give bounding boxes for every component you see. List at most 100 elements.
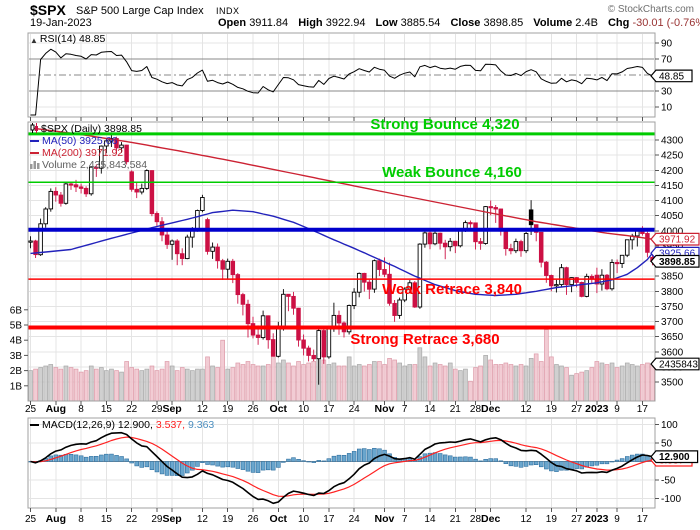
- candlestick-icon: [30, 123, 39, 136]
- axis-label: 3500: [661, 378, 684, 389]
- ma200-legend: MA(200) 3971.92: [30, 148, 123, 159]
- axis-label: Sep: [162, 513, 181, 525]
- axis-label: 17: [637, 404, 649, 415]
- axis-label: 19: [222, 404, 234, 415]
- axis-label: 17: [323, 514, 335, 525]
- value-tag: 2435843: [650, 357, 700, 370]
- volume-bars: [28, 329, 655, 402]
- axis-label: 70: [661, 55, 673, 66]
- axis-label: 22: [126, 404, 138, 415]
- high-label: High: [298, 17, 323, 29]
- axis-label: 29: [151, 404, 163, 415]
- ma200-legend-text: MA(200) 3971.92: [42, 147, 124, 159]
- axis-label: 8: [78, 404, 84, 415]
- open-label: Open: [218, 17, 247, 29]
- ma50-line-marker: [30, 140, 39, 142]
- value-tag: 3898.85: [650, 254, 700, 268]
- axis-label: Oct: [270, 403, 288, 415]
- axis-label: 3750: [661, 302, 684, 313]
- bar-chart-icon: [30, 160, 40, 172]
- chg-label: Chg: [607, 17, 630, 29]
- rsi-reference-lines: [29, 58, 654, 92]
- axis-label: Oct: [270, 513, 288, 525]
- axis-label: Dec: [481, 513, 500, 525]
- axis-label: 48.85: [659, 71, 684, 82]
- high-value: 3922.94: [325, 17, 366, 29]
- axis-label: 90: [661, 39, 673, 50]
- axis-label: 25: [25, 514, 37, 525]
- axis-label: 4100: [661, 196, 684, 207]
- symbol: $SPX: [30, 2, 66, 18]
- axis-label: 15: [101, 404, 113, 415]
- axis-label: 19: [546, 514, 558, 525]
- axis-label: 27: [571, 514, 583, 525]
- ma50-legend-text: MA(50) 3925.66: [42, 135, 118, 147]
- rsi-legend-text: RSI(14) 48.85: [39, 33, 106, 45]
- macd-value: 12.900,: [117, 419, 153, 431]
- axis-label: 1B: [10, 381, 23, 392]
- axis-label: 3B: [10, 351, 23, 362]
- axis-label: Aug: [46, 513, 66, 525]
- axis-label: 3925.66: [659, 249, 696, 260]
- axis-label: 21: [450, 404, 462, 415]
- annotation-strong-retrace: Strong Retrace 3,680: [350, 331, 500, 348]
- annotation-strong-bounce: Strong Bounce 4,320: [370, 116, 520, 133]
- axis-label: 12.900: [659, 452, 690, 463]
- volume-legend: Volume 2,435,843,584: [30, 160, 147, 172]
- axis-label: 9: [614, 514, 620, 525]
- annotation-weak-bounce: Weak Bounce 4,160: [382, 164, 522, 181]
- axis-label: 7: [402, 404, 408, 415]
- ma50-line: [30, 209, 654, 297]
- stockcharts-credit: © StockCharts.com: [607, 4, 694, 15]
- axis-label: 5B: [10, 321, 23, 332]
- axis-label: 3800: [661, 287, 684, 298]
- axis-label: -100: [661, 494, 681, 505]
- axis-label: 24: [349, 514, 361, 525]
- axis-label: 3700: [661, 317, 684, 328]
- axis-label: 26: [247, 404, 259, 415]
- axis-label: 12: [197, 404, 209, 415]
- main-legend-symbol-text: $SPX (Daily) 3898.85: [41, 123, 142, 135]
- value-tag: 3971.92: [650, 232, 700, 246]
- axis-label: Nov: [375, 513, 395, 525]
- axis-label: 19: [546, 404, 558, 415]
- annotation-weak-retrace: Weak Retrace 3,840: [382, 281, 522, 298]
- axis-label: 4200: [661, 166, 684, 177]
- ma200-line: [30, 127, 653, 240]
- axis-label: 4300: [661, 136, 684, 147]
- axis-label: 21: [450, 514, 462, 525]
- axis-label: 2B: [10, 366, 23, 377]
- axis-label: 28: [470, 514, 482, 525]
- axis-label: 12: [520, 404, 532, 415]
- axis-label: 17: [323, 404, 335, 415]
- axis-label: 4000: [661, 226, 684, 237]
- axis-label: 2023: [585, 513, 609, 525]
- open-value: 3911.84: [249, 17, 289, 29]
- axis-label: 4050: [661, 211, 684, 222]
- macd-hist-value: 9.363: [187, 419, 215, 431]
- chart-date: 19-Jan-2023: [30, 17, 92, 29]
- axis-label: 27: [571, 404, 583, 415]
- axis-label: Dec: [481, 403, 500, 415]
- axis-label: 100: [661, 420, 678, 431]
- volume-label: Volume: [533, 17, 573, 29]
- exchange-label: INDX: [216, 6, 240, 16]
- value-tag: 12.900: [650, 450, 699, 463]
- axis-label: 22: [126, 514, 138, 525]
- axis-label: Aug: [46, 403, 66, 415]
- axis-label: 3850: [661, 272, 684, 283]
- symbol-name: S&P 500 Large Cap Index: [76, 5, 204, 17]
- axis-label: -50: [661, 476, 676, 487]
- axis-label: 29: [151, 514, 163, 525]
- axis-label: Sep: [162, 403, 181, 415]
- axis-label: 9: [614, 404, 620, 415]
- rsi-legend: ▲ RSI(14) 48.85: [30, 34, 105, 46]
- x-axis-labels: 2525AugAug88151522222929SepSep1212191926…: [25, 117, 648, 525]
- axis-label: 6B: [10, 305, 23, 316]
- axis-label: 7: [402, 514, 408, 525]
- axis-label: 50: [661, 439, 673, 450]
- axis-label: 4B: [10, 336, 23, 347]
- axis-label: 30: [661, 87, 673, 98]
